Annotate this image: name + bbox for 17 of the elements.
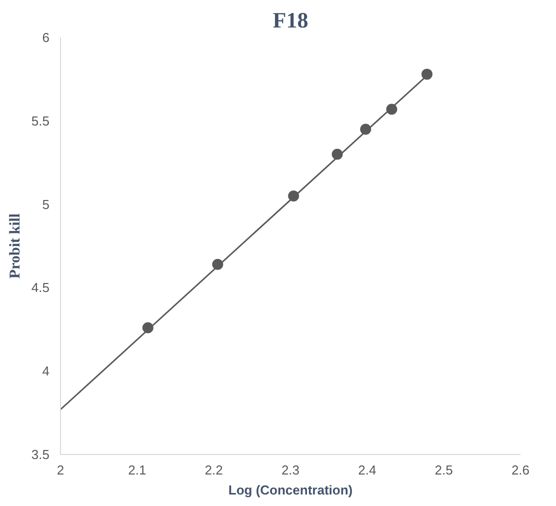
x-tick-label: 2.6 [511, 462, 530, 478]
y-tick-label: 5 [42, 196, 50, 212]
y-tick-label: 6 [42, 30, 50, 45]
y-tick-label: 4.5 [31, 280, 50, 296]
chart-title: F18 [272, 8, 308, 32]
x-tick-label: 2.4 [358, 462, 376, 478]
x-tick-label: 2.1 [128, 462, 146, 478]
y-tick-label: 4 [42, 364, 50, 379]
y-axis-title: Probit kill [7, 213, 24, 279]
point [421, 68, 432, 80]
y-tick-label: 5.5 [31, 113, 50, 128]
x-tick-label: 2.5 [434, 462, 453, 478]
y-tick-label: 3.5 [31, 447, 50, 462]
x-axis-title: Log (Concentration) [228, 482, 353, 498]
x-tick-label: 2.3 [281, 462, 300, 478]
x-tick-label: 2 [56, 462, 64, 478]
x-tick-label: 2.2 [204, 462, 223, 478]
